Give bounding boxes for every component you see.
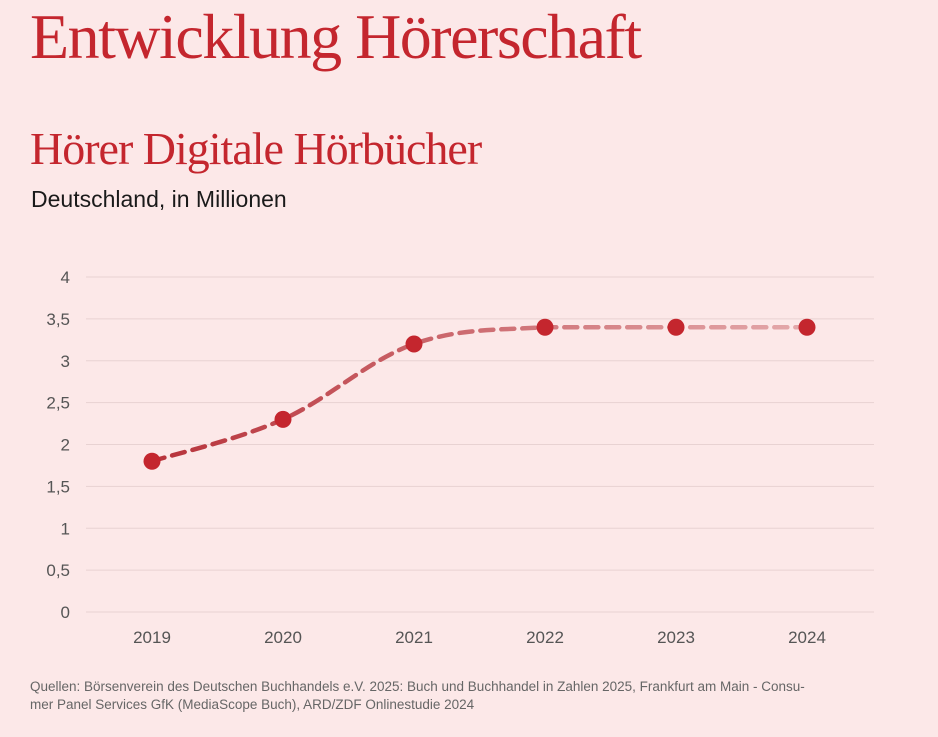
y-tick-label: 0,5 xyxy=(46,561,70,580)
y-tick-label: 3 xyxy=(61,352,70,371)
y-axis: 0 0,5 1 1,5 2 2,5 3 3,5 4 xyxy=(46,268,70,622)
x-tick-label: 2023 xyxy=(657,628,695,647)
y-tick-label: 1 xyxy=(61,519,70,538)
y-tick-label: 0 xyxy=(61,603,70,622)
y-tick-label: 2,5 xyxy=(46,394,70,413)
chart-title: Hörer Digitale Hörbücher xyxy=(30,123,482,174)
grid xyxy=(86,276,874,613)
series-points xyxy=(143,318,816,470)
data-point-2023 xyxy=(667,318,685,336)
data-point-2020 xyxy=(274,410,292,428)
source-line-1: Quellen: Börsenverein des Deutschen Buch… xyxy=(30,679,805,694)
page-title: Entwicklung Hörerschaft xyxy=(30,1,642,72)
x-tick-label: 2019 xyxy=(133,628,171,647)
series-line-path xyxy=(149,324,810,464)
x-tick-label: 2022 xyxy=(526,628,564,647)
source-line-2: mer Panel Services GfK (MediaScope Buch)… xyxy=(30,697,475,712)
x-tick-label: 2020 xyxy=(264,628,302,647)
y-tick-label: 3,5 xyxy=(46,310,70,329)
chart-subtitle: Deutschland, in Millionen xyxy=(31,186,287,212)
y-tick-label: 2 xyxy=(61,436,70,455)
y-tick-label: 1,5 xyxy=(46,477,70,496)
x-tick-label: 2024 xyxy=(788,628,826,647)
x-axis: 2019 2020 2021 2022 2023 2024 xyxy=(133,628,826,647)
series-line xyxy=(149,324,810,464)
data-point-2021 xyxy=(405,335,423,353)
data-point-2019 xyxy=(143,452,161,470)
x-tick-label: 2021 xyxy=(395,628,433,647)
source-note: Quellen: Börsenverein des Deutschen Buch… xyxy=(30,678,910,714)
y-tick-label: 4 xyxy=(61,268,70,287)
data-point-2022 xyxy=(536,318,554,336)
data-point-2024 xyxy=(798,318,816,336)
